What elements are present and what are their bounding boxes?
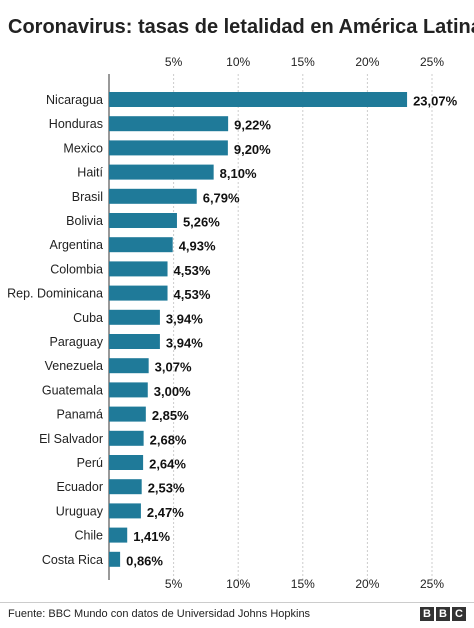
category-label: Honduras [49, 117, 103, 131]
category-label: Chile [75, 529, 104, 543]
category-label: El Salvador [39, 432, 103, 446]
bar [109, 358, 149, 374]
bar [109, 334, 160, 349]
category-label: Cuba [73, 311, 103, 325]
chart-title: Coronavirus: tasas de letalidad en Améri… [8, 16, 474, 38]
x-tick-label-bottom: 10% [226, 577, 250, 591]
category-label: Venezuela [45, 359, 103, 373]
category-label: Ecuador [56, 480, 103, 494]
bar [109, 503, 141, 519]
value-label: 4,93% [179, 239, 216, 254]
value-label: 0,86% [126, 553, 163, 568]
value-label: 3,94% [166, 311, 203, 326]
bar [109, 116, 229, 132]
category-label: Guatemala [42, 383, 103, 397]
bar [109, 309, 160, 325]
category-label: Argentina [49, 238, 103, 252]
x-tick-label-bottom: 5% [165, 577, 183, 591]
value-label: 3,00% [154, 384, 191, 399]
value-label: 2,85% [152, 408, 189, 423]
bbc-logo-letter: C [452, 607, 466, 621]
x-tick-label-top: 10% [226, 55, 250, 69]
category-label: Costa Rica [42, 553, 103, 567]
value-label: 5,26% [183, 215, 220, 230]
bbc-logo: B B C [420, 607, 466, 621]
bar [109, 551, 121, 567]
value-label: 9,22% [234, 118, 271, 133]
x-tick-label-top: 5% [165, 55, 183, 69]
value-label: 2,47% [147, 505, 184, 520]
value-label: 2,68% [150, 432, 187, 447]
category-label: Panamá [56, 408, 103, 422]
bar-chart: 5% 5% 10% 10% 15% 15% 20% 20% 25% 25% Nicaragua 23,… [7, 55, 458, 591]
x-tick-label-bottom: 20% [355, 577, 379, 591]
footer-divider [0, 602, 474, 603]
bar [109, 213, 177, 228]
value-label: 6,79% [203, 190, 240, 205]
x-tick-label-top: 25% [420, 55, 444, 69]
value-label: 2,53% [148, 481, 185, 496]
bar [109, 285, 168, 301]
value-label: 4,53% [174, 287, 211, 302]
x-tick-label-bottom: 15% [291, 577, 315, 591]
category-label: Brasil [72, 190, 103, 204]
value-label: 3,07% [155, 360, 192, 375]
category-label: Mexico [63, 141, 103, 155]
category-label: Bolivia [66, 214, 103, 228]
category-label: Nicaragua [46, 93, 103, 107]
category-label: Perú [77, 456, 103, 470]
x-tick-label-bottom: 25% [420, 577, 444, 591]
value-label: 9,20% [234, 142, 271, 157]
source-note: Fuente: BBC Mundo con datos de Universid… [8, 608, 311, 620]
x-tick-label-top: 20% [355, 55, 379, 69]
category-label: Haití [77, 166, 103, 180]
x-tick-label-top: 15% [291, 55, 315, 69]
value-label: 23,07% [413, 94, 458, 109]
bar [109, 382, 148, 398]
bar [109, 188, 197, 204]
bbc-logo-letter: B [420, 607, 434, 621]
bar [109, 164, 214, 180]
value-label: 3,94% [166, 336, 203, 351]
bar [109, 261, 168, 277]
value-label: 2,64% [149, 457, 186, 472]
value-label: 1,41% [133, 529, 170, 544]
bar [109, 140, 228, 156]
category-label: Paraguay [49, 335, 103, 349]
bar [109, 479, 142, 495]
value-label: 8,10% [220, 166, 257, 181]
bbc-logo-letter: B [436, 607, 450, 621]
bar [109, 527, 128, 543]
bar [109, 430, 144, 446]
category-label: Rep. Dominicana [7, 287, 103, 301]
value-label: 4,53% [174, 263, 211, 278]
category-label: Uruguay [56, 504, 104, 518]
bar [109, 406, 146, 422]
bar [109, 237, 173, 253]
bar [109, 455, 144, 470]
bar [109, 92, 408, 107]
category-label: Colombia [50, 262, 103, 276]
